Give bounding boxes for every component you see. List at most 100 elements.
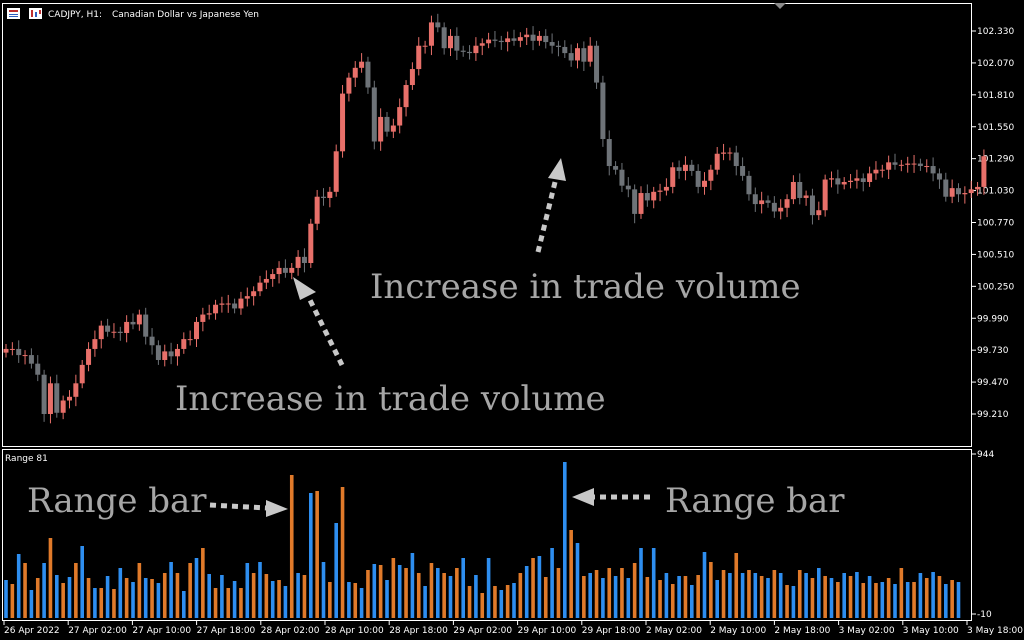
candle-body: [530, 34, 536, 41]
range-bar: [467, 586, 472, 618]
scroll-marker-icon[interactable]: [774, 3, 786, 9]
range-bar: [582, 576, 586, 618]
range-bar: [93, 588, 97, 618]
y-tick-label: 100.770: [977, 219, 1014, 229]
candle-body: [79, 364, 85, 384]
range-bar: [797, 570, 802, 618]
range-bar: [258, 562, 262, 618]
candle-body: [797, 181, 803, 198]
range-bar: [74, 563, 78, 618]
range-bar: [137, 563, 142, 618]
annotation-volume-upper: Increase in trade volume: [370, 267, 801, 307]
range-bar: [493, 586, 497, 618]
candle-body: [340, 93, 346, 152]
candle-body: [676, 167, 682, 171]
range-bar: [220, 575, 224, 618]
range-bar: [461, 558, 465, 618]
range-bar: [48, 538, 53, 618]
time-x-axis: 26 Apr 2022 27 Apr 02:00 27 Apr 10:00 27 Ap…: [3, 621, 1023, 636]
candle-body: [625, 185, 631, 190]
candle-body: [917, 163, 923, 167]
range-bar: [537, 556, 542, 618]
candle-body: [219, 303, 225, 305]
candle-body: [505, 38, 511, 43]
candle-body: [911, 163, 917, 165]
candle-body: [60, 400, 66, 413]
y-tick-label: 101.550: [977, 123, 1014, 133]
candle-body: [308, 223, 314, 264]
candle-body: [98, 325, 104, 340]
y-tick-label: 102.070: [977, 59, 1014, 69]
range-bar: [690, 585, 694, 618]
range-bar: [848, 576, 853, 618]
range-bar: [321, 562, 326, 618]
price-y-axis: 102.330 102.070 101.810 101.550 101.290 101.0…: [972, 27, 1014, 420]
range-bar: [499, 590, 504, 618]
range-bar: [728, 573, 732, 618]
candle-body: [644, 193, 650, 201]
candle-body: [949, 188, 955, 197]
range-bar: [385, 580, 389, 618]
range-bar: [601, 578, 605, 618]
range-bar: [226, 588, 231, 618]
candle-body: [16, 348, 22, 356]
range-bar: [664, 573, 669, 618]
candle-body: [587, 45, 593, 62]
window-icon[interactable]: [7, 8, 20, 19]
range-bar: [791, 586, 796, 618]
candle-body: [397, 107, 403, 126]
candle-body: [555, 45, 561, 47]
range-bar: [645, 577, 650, 618]
candle-body: [155, 345, 161, 360]
candle-body: [524, 34, 530, 38]
range-bar: [169, 562, 173, 618]
range-bar: [55, 575, 59, 618]
range-bar: [867, 576, 872, 618]
range-bar: [182, 591, 186, 618]
candle-body: [200, 314, 206, 322]
range-bar: [162, 573, 167, 618]
candle-body: [168, 351, 174, 357]
range-bar: [289, 475, 294, 618]
price-panel-frame: [2, 3, 972, 447]
range-bar: [785, 585, 789, 618]
range-bar: [550, 548, 554, 618]
candle-body: [568, 53, 574, 61]
candle-body: [454, 35, 460, 51]
y-tick-label: 101.290: [977, 155, 1014, 165]
candle-body: [892, 162, 898, 165]
candle-body: [384, 116, 390, 132]
range-bar: [531, 558, 535, 618]
candle-body: [282, 267, 288, 273]
range-bar: [16, 554, 21, 618]
range-bar: [118, 568, 123, 618]
range-bar: [721, 570, 726, 618]
candle-body: [740, 166, 746, 176]
candle-body: [517, 37, 523, 41]
candle-body: [981, 156, 987, 187]
range-bar: [569, 530, 573, 618]
range-bar: [416, 573, 421, 618]
candle-body: [295, 256, 301, 268]
candle-body: [111, 331, 117, 333]
range-bar: [404, 568, 408, 618]
candle-body: [251, 291, 257, 297]
range-bar: [4, 580, 8, 618]
candle-body: [759, 200, 765, 205]
range-bar: [924, 578, 929, 618]
range-bar: [486, 558, 491, 618]
y-tick-label: 102.330: [977, 27, 1014, 37]
candle-body: [771, 202, 777, 212]
arrow-range-left-head: [266, 500, 288, 517]
range-panel-frame: [2, 449, 972, 621]
range-bar: [512, 583, 516, 618]
x-tick-label: 3 May 10:00: [903, 626, 959, 636]
candle-body: [841, 181, 847, 185]
range-bar: [29, 590, 34, 618]
candle-body: [752, 194, 758, 205]
candle-body: [428, 22, 434, 46]
candle-body: [149, 336, 155, 346]
range-bar: [112, 589, 116, 618]
range-bar: [277, 580, 281, 618]
range-bar: [474, 575, 478, 618]
